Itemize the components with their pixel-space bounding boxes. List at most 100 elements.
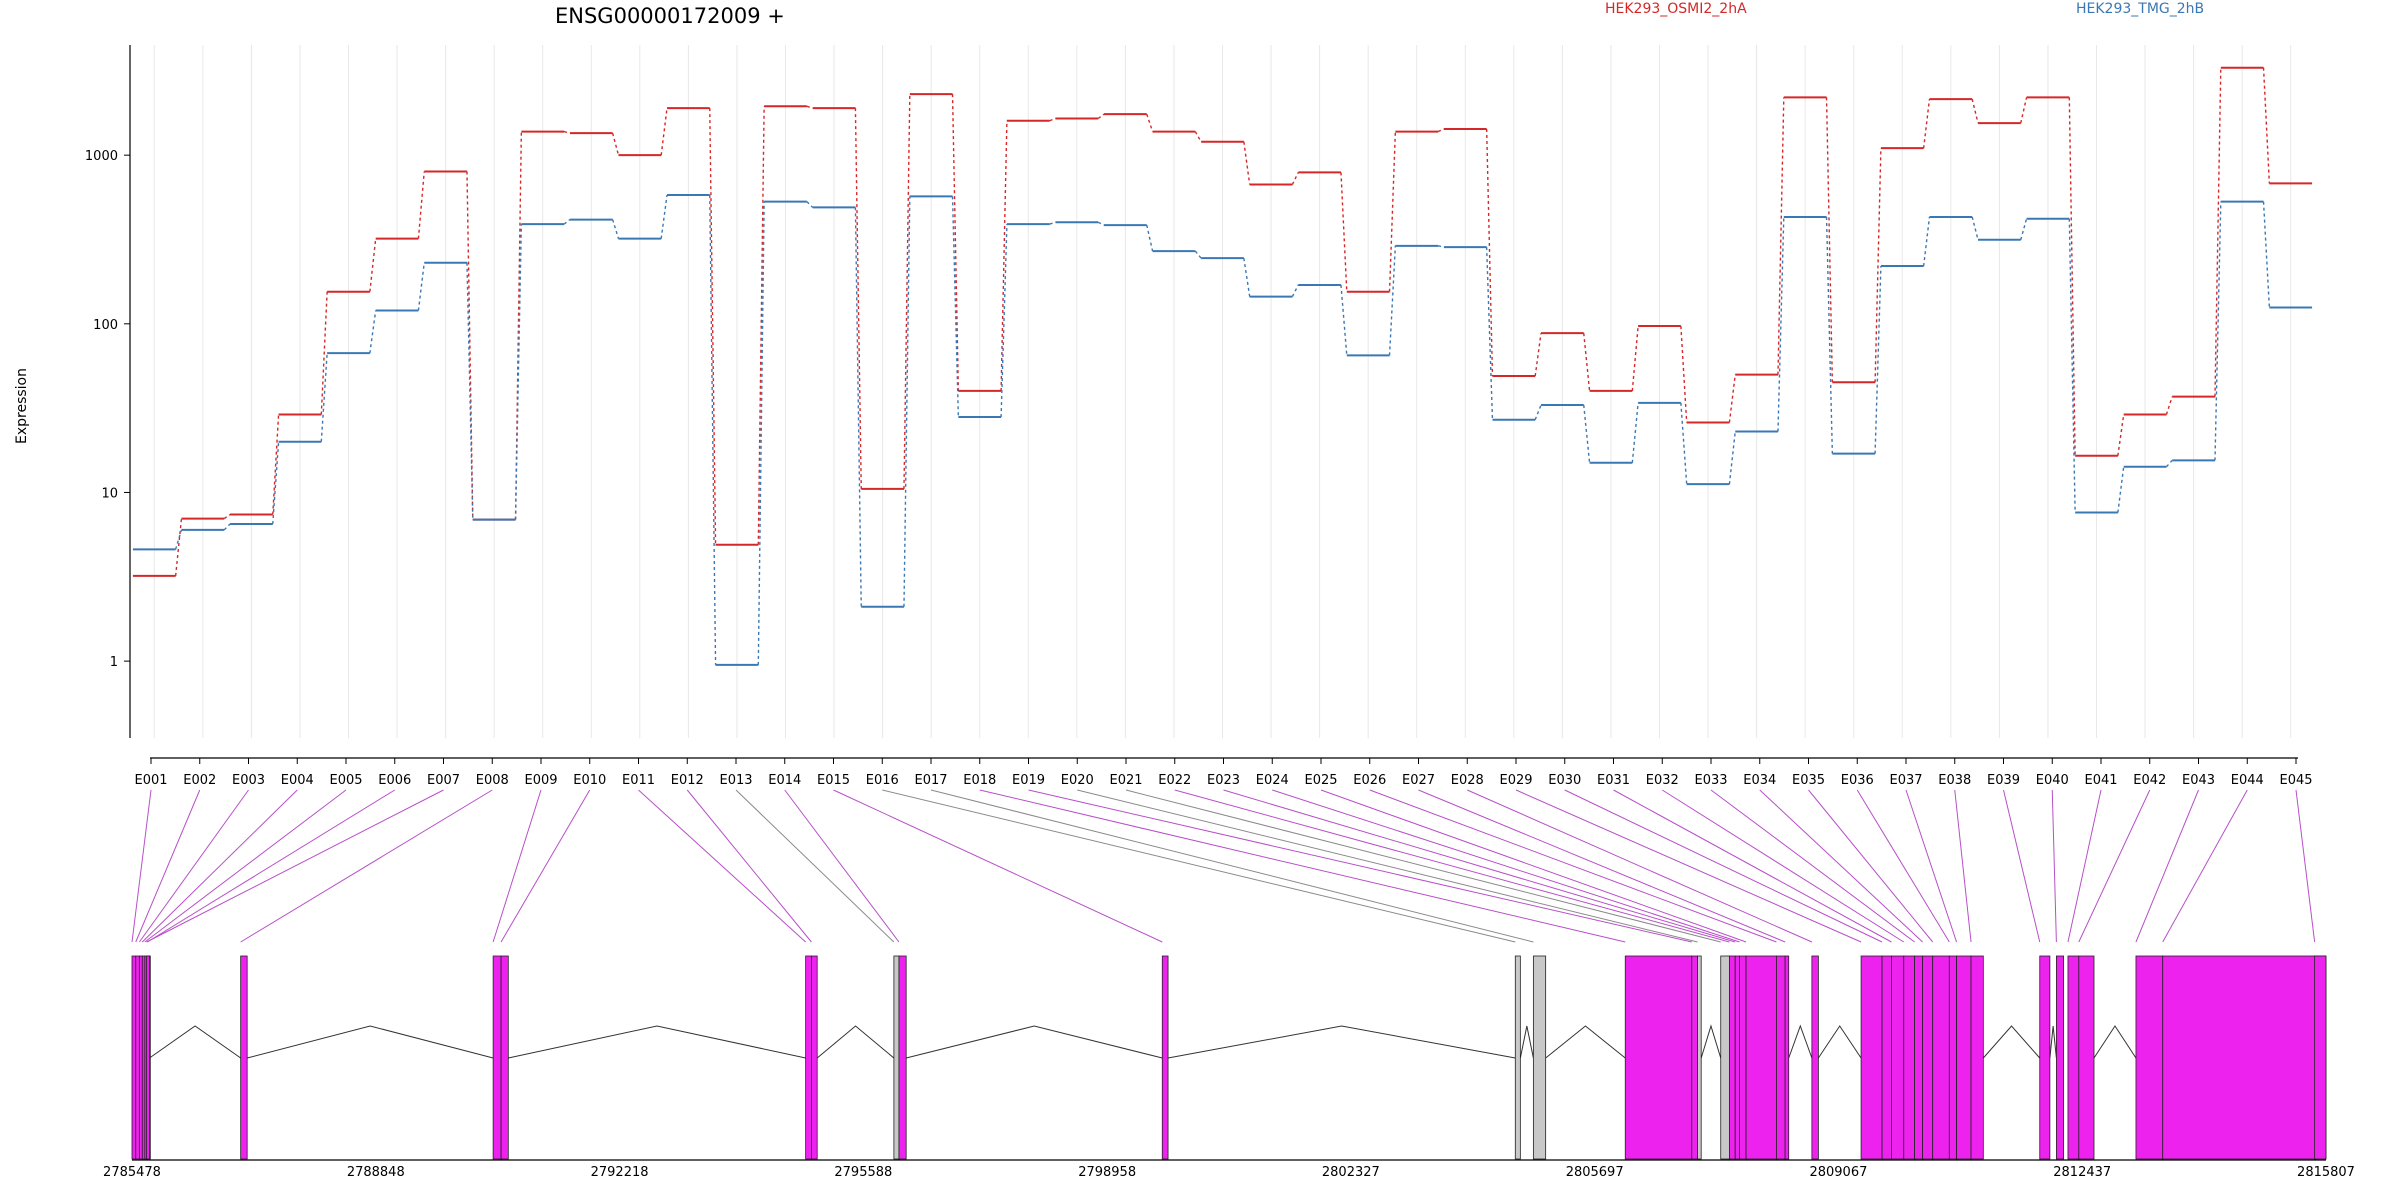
genomic-tick-label: 2812437 (2053, 1165, 2111, 1180)
exon-connector (1613, 789, 1892, 943)
series-connector (2068, 218, 2076, 513)
genomic-tick-label: 2815807 (2297, 1165, 2355, 1180)
y-axis: 1 10 100 1000 (85, 45, 131, 738)
exon-box (135, 955, 140, 1160)
exon-connector (1125, 789, 1721, 943)
exon-tick-label: E033 (1694, 773, 1727, 788)
intron-line (816, 1025, 895, 1059)
genomic-tick-label: 2805697 (1566, 1165, 1624, 1180)
series-connector (1194, 250, 1202, 259)
intron-line (2049, 1025, 2057, 1059)
exon-box (1161, 955, 1169, 1160)
exon-box (1811, 955, 1819, 1160)
exon-connector (979, 789, 1626, 943)
series-connector (1971, 98, 1979, 124)
exon-box (1932, 955, 1950, 1160)
exon-connector (1808, 789, 1934, 943)
series-connector (2117, 414, 2125, 456)
series-connector (1874, 266, 1882, 454)
exon-tick-label: E016 (866, 773, 899, 788)
series-connector (1728, 374, 1736, 423)
series-connector (1777, 97, 1785, 375)
exon-box (1745, 955, 1777, 1160)
intron-line (247, 1025, 494, 1059)
exon-connector (240, 789, 493, 943)
series-connector (854, 207, 862, 607)
y-axis-label: Expression (14, 368, 30, 444)
exon-box (1948, 955, 1957, 1160)
exon-box (1697, 955, 1702, 1160)
genomic-tick-label: 2798958 (1078, 1165, 1136, 1180)
exon-box (1532, 955, 1547, 1160)
exon-tick-label: E045 (2279, 773, 2312, 788)
exon-box (1860, 955, 1883, 1160)
exon-box (1729, 955, 1736, 1160)
exon-connector (1272, 789, 1740, 943)
exon-box (2135, 955, 2164, 1160)
intron-line (1545, 1025, 1626, 1059)
series-connector (1388, 131, 1397, 292)
exon-tick-label: E037 (1889, 773, 1922, 788)
series-connector (951, 94, 960, 391)
exon-box (131, 955, 137, 1160)
exon-connector (1856, 789, 1950, 943)
exon-tick-label: E013 (719, 773, 752, 788)
exon-gridlines (153, 45, 2292, 738)
exon-connector (2295, 789, 2316, 943)
exon-tick-label: E042 (2133, 773, 2166, 788)
exon-tick-label: E029 (1499, 773, 1532, 788)
exon-connector (735, 789, 895, 943)
intron-line (906, 1025, 1163, 1059)
exon-connector (1028, 789, 1692, 943)
exon-tick-label: E021 (1109, 773, 1142, 788)
exon-connector (1077, 789, 1698, 943)
exon-box (2314, 955, 2327, 1160)
exon-box (2067, 955, 2080, 1160)
series-connector (2020, 97, 2028, 124)
exon-connector (1418, 789, 1786, 943)
series-connector (903, 196, 911, 607)
series-connector (2020, 218, 2028, 240)
series-connector (1049, 117, 1056, 122)
series-connector (2214, 201, 2222, 461)
intron-line (1817, 1025, 1862, 1059)
exon-connector (784, 789, 900, 943)
exon-tick-label: E035 (1792, 773, 1825, 788)
series-connector (369, 238, 377, 292)
exon-tick-label: E012 (671, 773, 704, 788)
exon-tick-label: E027 (1402, 773, 1435, 788)
series-connector (1971, 216, 1979, 240)
exon-connector (138, 789, 249, 943)
exon-connector (1905, 789, 1958, 943)
series-connector (174, 518, 183, 576)
series-connector (611, 133, 620, 156)
exon-connector (147, 789, 396, 943)
exon-tick-label: E006 (378, 773, 411, 788)
genomic-tick-label: 2788848 (347, 1165, 405, 1180)
series-connector (1146, 113, 1154, 132)
series-layer (132, 66, 2313, 666)
series-connector (1340, 172, 1348, 292)
series-connector (1097, 221, 1105, 226)
series-connector (660, 194, 668, 239)
exon-connector (2135, 789, 2199, 943)
series-1 (132, 66, 2313, 577)
exon-connector (1564, 789, 1883, 943)
exon-connector (1369, 789, 1777, 943)
series-connector (2262, 201, 2271, 308)
exon-connector (146, 789, 444, 943)
exon-connector (1223, 789, 1736, 943)
series-2 (132, 194, 2313, 666)
series-connector (2214, 67, 2222, 397)
series-connector (1583, 333, 1591, 391)
exon-tick-label: E002 (183, 773, 216, 788)
series-connector (1631, 402, 1639, 463)
exon-box (1691, 955, 1698, 1160)
exon-tick-label: E017 (914, 773, 947, 788)
series-connector (369, 310, 377, 354)
exon-box (1881, 955, 1892, 1160)
series-connector (2117, 466, 2125, 513)
exon-tick-label: E007 (427, 773, 460, 788)
genomic-tick-label: 2785478 (103, 1165, 161, 1180)
exon-connector (144, 789, 347, 943)
